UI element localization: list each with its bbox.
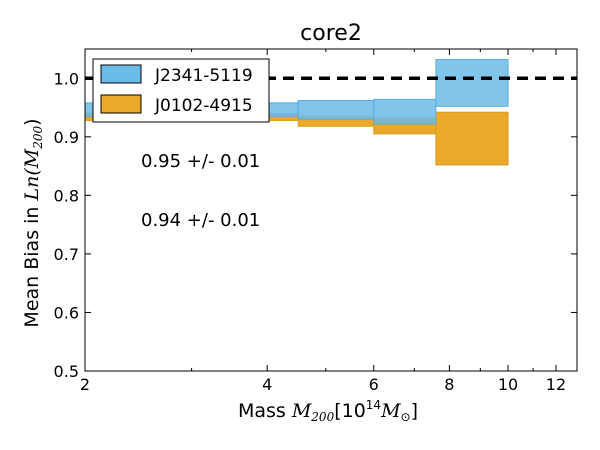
y-tick-label-4: 0.9	[54, 128, 79, 147]
x-axis-title: Mass M200[1014M⊙]	[238, 398, 418, 424]
plot-frame	[84, 48, 578, 372]
y-tick-label-1: 0.6	[54, 303, 79, 322]
y-tick-label-3: 0.8	[54, 186, 79, 205]
x-tick-label-2: 2	[80, 375, 90, 394]
x-tick-label-10: 10	[498, 375, 518, 394]
legend-label-j0102: J0102-4915	[154, 96, 253, 116]
x-tick-label-6: 6	[369, 375, 379, 394]
y-tick-label-0: 0.5	[54, 362, 79, 381]
y-tick-label-5: 1.0	[54, 69, 79, 88]
bin-j2341-2	[373, 98, 437, 125]
chart-title: core2	[300, 21, 362, 46]
legend-label-j2341: J2341-5119	[154, 66, 253, 86]
x-tick-label-4: 4	[262, 375, 272, 394]
x-tick-label-12: 12	[546, 375, 566, 394]
bin-j2341-1	[297, 100, 375, 120]
legend: J2341-5119 J0102-4915	[92, 58, 270, 123]
bin-j0102-3	[435, 111, 509, 166]
bin-j2341-3	[435, 59, 509, 107]
annotation-j0102: 0.94 +/- 0.01	[141, 210, 260, 231]
ticks-layer: 2 4 6 8 10 12 0.5 0.6 0.7 0.8 0.9 1.0	[54, 49, 577, 394]
legend-swatch-j0102	[100, 94, 142, 114]
y-axis-title: Mean Bias in Ln(M200)	[21, 118, 45, 327]
legend-swatch-j2341	[100, 64, 142, 84]
y-tick-label-2: 0.7	[54, 245, 79, 264]
x-tick-label-8: 8	[444, 375, 454, 394]
annotation-j2341: 0.95 +/- 0.01	[141, 151, 260, 172]
